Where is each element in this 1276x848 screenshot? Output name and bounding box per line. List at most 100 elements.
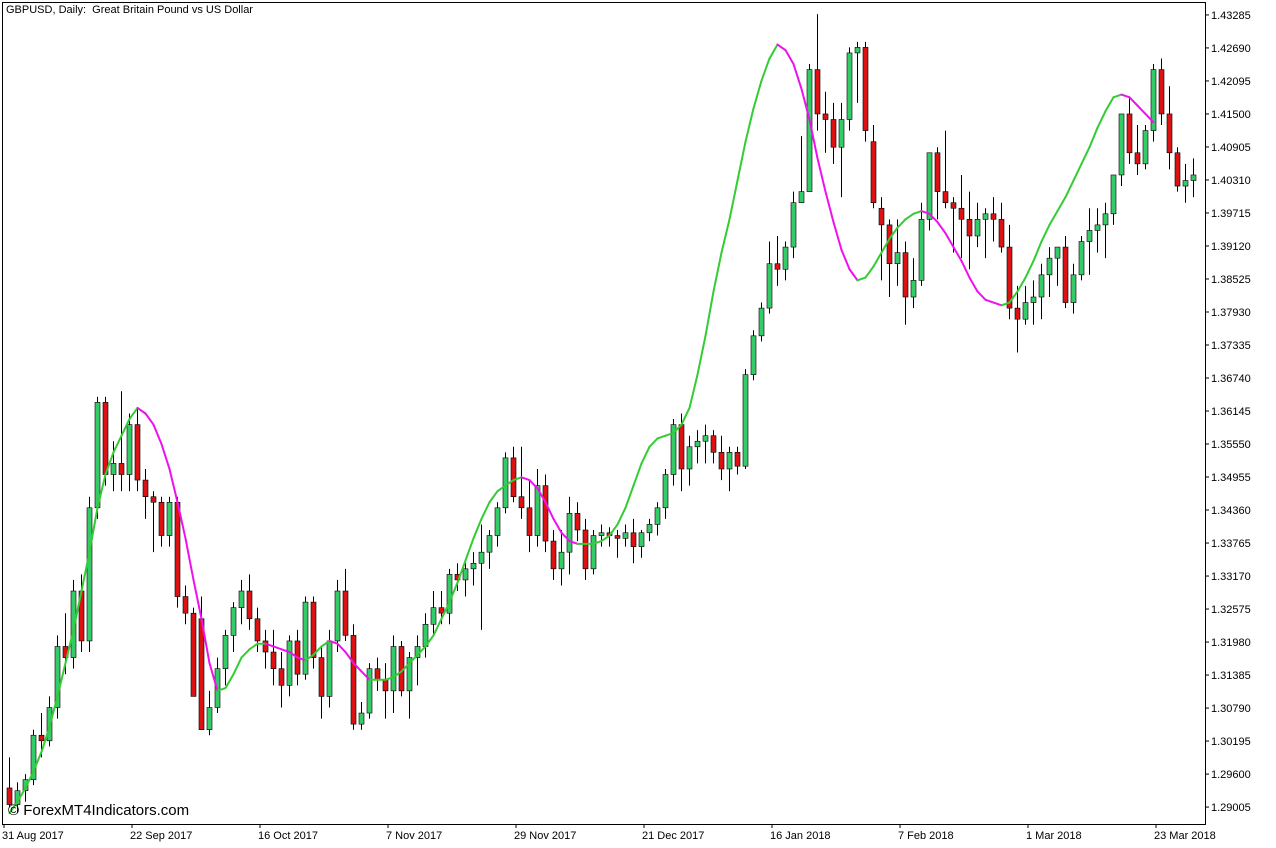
candle [1166,86,1173,170]
candle [646,518,653,542]
candle [270,629,277,686]
ma-segment [432,617,443,637]
bear-candle-body [630,532,637,547]
bull-candle-body [110,463,117,475]
ma-segment [160,443,171,470]
bear-candle-body [38,734,45,742]
bear-candle-body [1174,152,1181,187]
bull-candle-body [1070,274,1077,303]
bull-candle-body [286,640,293,686]
ma-segment [896,218,907,229]
candle [686,435,693,486]
ma-segment [416,645,427,656]
candle [350,624,357,730]
candle [630,518,637,564]
ma-segment [976,290,987,301]
bull-candle-body [918,219,925,281]
ma-segment [184,537,195,581]
candle [342,568,349,641]
ma-segment [912,210,923,215]
bull-candle-body [670,424,677,475]
bull-candle-body [1078,241,1085,276]
ma-segment [560,531,571,543]
x-tick-label: 16 Oct 2017 [258,830,318,842]
bear-candle-body [526,507,533,536]
ma-segment [1120,93,1131,99]
ma-segment [232,656,243,676]
ma-segment [344,651,355,665]
bear-candle-body [734,452,741,467]
bear-candle-body [814,69,821,115]
bear-candle-body [878,207,885,226]
candle [166,496,173,547]
ma-segment [992,301,1003,307]
ma-segment [760,57,771,82]
x-tick-label: 16 Jan 2018 [770,830,831,842]
bear-candle-body [710,435,717,453]
y-tick-label: 1.31980 [1211,637,1251,649]
bull-candle-body [1086,230,1093,242]
bull-candle-body [654,507,661,525]
candle [262,629,269,669]
bull-candle-body [502,457,509,509]
candle [286,635,293,697]
y-tick-label: 1.30195 [1211,736,1251,748]
candle [1190,158,1197,198]
ma-segment [816,157,827,193]
bull-candle-body [30,734,37,780]
ma-segment [544,501,555,520]
y-tick-label: 1.29005 [1211,802,1251,814]
bear-candle-body [382,679,389,692]
candle [318,646,325,719]
y-tick-label: 1.33170 [1211,571,1251,583]
candle [702,424,709,464]
candle [1142,125,1149,170]
ma-segment [552,517,563,534]
candle [1174,147,1181,192]
ma-segment [464,537,475,562]
candle [894,219,901,286]
candle [486,529,493,569]
ma-segment [624,484,635,509]
ma-segment [568,540,579,545]
candle [30,729,37,786]
y-tick-label: 1.37335 [1211,340,1251,352]
candle [766,241,773,314]
ma-segment [456,559,467,584]
candle [566,496,573,575]
ma-segment [1072,162,1083,182]
candle [934,147,941,220]
bear-candle-body [374,668,381,681]
ma-segment [408,653,419,665]
y-tick-label: 1.35550 [1211,439,1251,451]
y-tick-label: 1.42690 [1211,43,1251,55]
candle [246,574,253,630]
candle [1102,202,1109,259]
bull-candle-body [390,646,397,692]
bear-candle-body [902,252,909,298]
bull-candle-body [566,513,573,553]
candle [750,330,757,381]
bull-candle-body [598,532,605,536]
candle [942,130,949,209]
ma-segment [520,476,531,482]
candle [462,563,469,597]
ma-segment [104,451,115,476]
bull-candle-body [358,712,365,725]
ma-segment [1136,104,1147,115]
bull-candle-body [798,191,805,204]
bull-candle-body [1054,246,1061,259]
ma-segment [120,418,131,437]
bull-candle-body [702,435,709,442]
ma-segment [240,648,251,659]
candle [958,174,965,259]
candle [878,197,885,281]
bull-candle-body [622,532,629,539]
ma-segment [728,179,739,221]
bull-candle-body [726,452,733,470]
candle [910,258,917,309]
bull-candle-body [1102,213,1109,226]
candle [390,635,397,714]
